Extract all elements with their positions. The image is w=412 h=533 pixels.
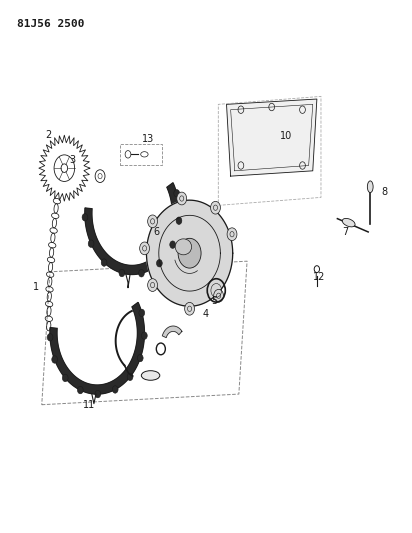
Circle shape <box>139 309 145 317</box>
Circle shape <box>138 270 144 277</box>
Circle shape <box>214 289 224 302</box>
Text: 2: 2 <box>45 130 51 140</box>
Circle shape <box>178 238 201 268</box>
Polygon shape <box>147 200 233 306</box>
Text: 5: 5 <box>211 296 218 306</box>
Circle shape <box>112 386 118 393</box>
Circle shape <box>227 228 237 240</box>
Text: 1: 1 <box>33 282 39 292</box>
Circle shape <box>62 374 68 382</box>
Circle shape <box>141 332 147 340</box>
Polygon shape <box>50 302 144 394</box>
Circle shape <box>82 214 88 221</box>
Circle shape <box>88 240 94 247</box>
Circle shape <box>101 259 107 266</box>
Circle shape <box>147 279 157 292</box>
Text: 10: 10 <box>280 131 292 141</box>
Text: 4: 4 <box>203 309 209 319</box>
Circle shape <box>140 242 150 255</box>
Ellipse shape <box>141 370 160 380</box>
Polygon shape <box>85 183 179 274</box>
Ellipse shape <box>368 181 373 192</box>
Text: 8: 8 <box>382 187 388 197</box>
Text: 13: 13 <box>143 134 154 144</box>
Circle shape <box>47 334 53 341</box>
Circle shape <box>147 215 157 228</box>
Polygon shape <box>162 326 182 337</box>
Circle shape <box>137 354 143 362</box>
Circle shape <box>177 192 187 205</box>
Polygon shape <box>227 99 317 176</box>
Circle shape <box>77 386 83 394</box>
Ellipse shape <box>342 219 355 227</box>
Circle shape <box>211 201 220 214</box>
Ellipse shape <box>175 239 192 255</box>
Text: 12: 12 <box>313 272 325 282</box>
Circle shape <box>95 390 101 398</box>
Circle shape <box>157 260 162 267</box>
Circle shape <box>119 269 125 277</box>
Text: 11: 11 <box>83 400 95 410</box>
Circle shape <box>185 302 194 315</box>
Text: 7: 7 <box>342 227 349 237</box>
Text: 81J56 2500: 81J56 2500 <box>17 19 84 29</box>
Circle shape <box>170 241 176 248</box>
Text: 6: 6 <box>154 227 160 237</box>
Circle shape <box>127 373 133 381</box>
Text: 3: 3 <box>70 155 76 165</box>
Circle shape <box>52 356 58 363</box>
Circle shape <box>176 217 182 224</box>
Circle shape <box>174 190 180 197</box>
